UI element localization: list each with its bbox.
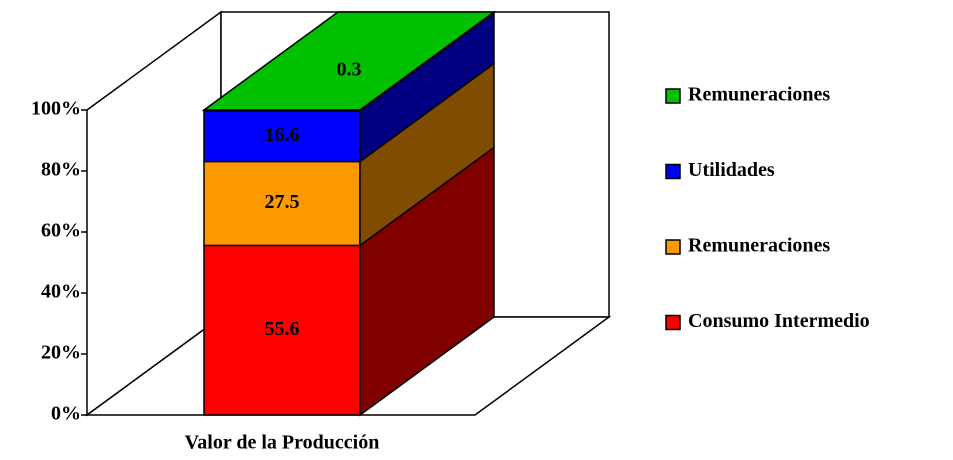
y-tick-label: 40% [41, 281, 81, 303]
data-label: 16.6 [265, 124, 300, 146]
y-tick-label: 100% [31, 98, 81, 120]
y-tick-label: 60% [41, 220, 81, 242]
legend-swatch [665, 163, 681, 180]
y-tick-label: 20% [41, 342, 81, 364]
legend-label: Consumo Intermedio [688, 310, 870, 332]
data-label: 55.6 [265, 318, 300, 340]
y-tick-label: 0% [51, 403, 81, 425]
data-label: 27.5 [265, 191, 300, 213]
data-label: 0.3 [337, 59, 362, 81]
legend-swatch [665, 314, 681, 331]
legend-swatch [665, 88, 681, 104]
legend-label: Utilidades [688, 159, 775, 181]
legend-label: Remuneraciones [688, 235, 830, 257]
y-tick-label: 80% [41, 159, 81, 181]
bar-front [203, 160, 361, 247]
x-tick-label: Valor de la Producción [185, 432, 380, 454]
bar-top [201, 11, 497, 111]
legend-swatch [665, 239, 681, 255]
legend-label: Remuneraciones [688, 84, 830, 106]
